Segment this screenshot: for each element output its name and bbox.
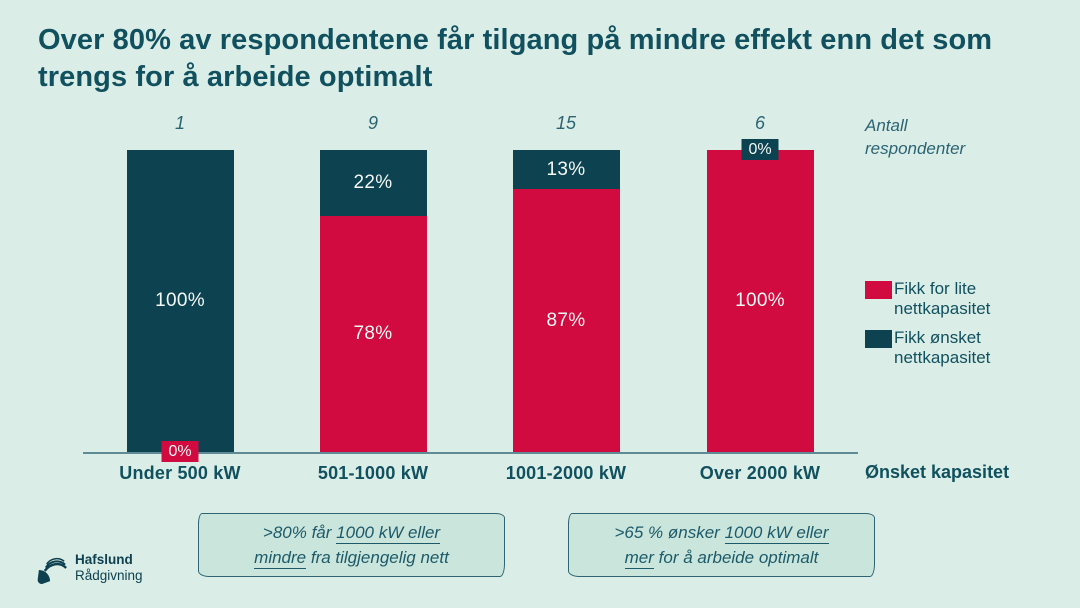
x-axis-category-label: Over 2000 kW — [699, 463, 821, 483]
hafslund-swoosh-icon — [37, 557, 67, 585]
hafslund-logo: Hafslund Rådgivning — [36, 551, 143, 585]
respondent-count: 15 — [555, 113, 577, 133]
chart-legend: Fikk for lite nettkapasitet Fikk ønsket … — [865, 279, 1006, 377]
page-title-line2: trengs for å arbeide optimalt — [38, 61, 433, 94]
x-axis-title: Ønsket kapasitet — [865, 462, 1010, 482]
bar-segment-value-label: 13% — [546, 158, 586, 180]
annotation-box-right: >65 % ønsker 1000 kW eller mer for å arb… — [568, 513, 875, 577]
bar-segment-teal: 22% — [319, 150, 427, 217]
bar-segment-teal: 13% — [512, 150, 620, 190]
bar-segment-value-label: 100% — [155, 290, 205, 311]
x-axis-category-label: Under 500 kW — [119, 463, 241, 483]
zero-percent-chip-red: 0% — [161, 441, 199, 462]
annotation-line: mindre fra tilgjengelig nett — [254, 548, 449, 569]
bar-under-500-kw: 100% 0% — [126, 150, 234, 462]
bar-over-2000-kw: 0% 100% — [706, 139, 814, 452]
legend-item-fikk-onsket: Fikk ønsket nettkapasitet — [865, 328, 1006, 368]
x-axis-line — [83, 452, 858, 454]
legend-label: Fikk for lite nettkapasitet — [894, 279, 991, 318]
legend-label: Fikk ønsket nettkapasitet — [894, 327, 991, 367]
respondent-count: 1 — [174, 113, 185, 133]
logo-text: Hafslund Rådgivning — [75, 552, 143, 583]
annotation-line: >65 % ønsker 1000 kW eller — [614, 522, 829, 544]
bar-segment-red: 78% — [319, 216, 427, 452]
legend-item-fikk-for-lite: Fikk for lite nettkapasitet — [865, 279, 1006, 319]
x-axis-category-label: 1001-2000 kW — [505, 463, 627, 483]
counts-axis-label: Antall respondenter — [865, 116, 966, 158]
bar-segment-red: 100% — [706, 150, 814, 452]
bar-segment-teal: 100% — [126, 150, 234, 452]
annotation-box-left: >80% får 1000 kW eller mindre fra tilgje… — [198, 513, 505, 577]
respondent-count: 6 — [754, 113, 765, 133]
legend-swatch-teal — [865, 329, 892, 348]
respondent-count: 9 — [367, 113, 378, 133]
logo-line1: Hafslund — [75, 552, 133, 568]
annotation-line: >80% får 1000 kW eller — [262, 522, 441, 544]
page-title-line1: Over 80% av respondentene får tilgang på… — [38, 24, 993, 56]
bar-segment-red: 87% — [512, 189, 620, 452]
page-title: Over 80% av respondentene får tilgang på… — [38, 22, 1048, 96]
bar-segment-value-label: 100% — [735, 290, 785, 311]
logo-line2: Rådgivning — [75, 568, 143, 583]
legend-swatch-red — [865, 281, 892, 299]
bar-segment-value-label: 87% — [546, 309, 586, 331]
x-axis-category-label: 501-1000 kW — [317, 463, 429, 483]
bar-1001-2000-kw: 13% 87% — [512, 150, 620, 452]
annotation-line: mer for å arbeide optimalt — [624, 548, 819, 569]
bar-501-1000-kw: 22% 78% — [319, 150, 427, 452]
zero-percent-chip-teal: 0% — [741, 139, 779, 160]
bar-segment-value-label: 22% — [353, 172, 393, 194]
bar-segment-value-label: 78% — [353, 323, 393, 345]
